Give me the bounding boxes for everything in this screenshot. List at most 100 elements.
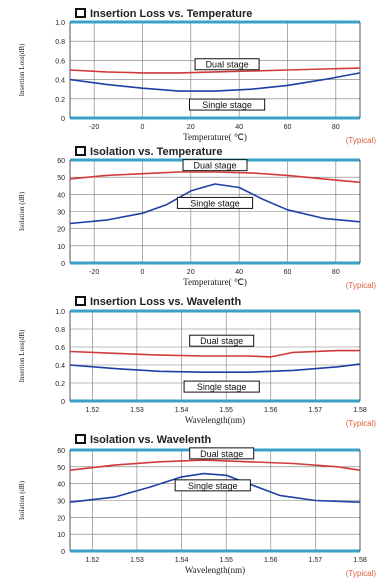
title-square-icon bbox=[75, 146, 86, 156]
x-axis-label: Temperature( ℃) bbox=[183, 277, 247, 287]
y-tick-label: 30 bbox=[57, 499, 65, 506]
series-line-dual bbox=[69, 67, 361, 74]
series-line-single bbox=[69, 363, 361, 374]
y-tick-label: 0 bbox=[61, 549, 65, 556]
chart-title: Isolation vs. Temperature bbox=[90, 146, 222, 158]
y-tick-label: 0.4 bbox=[55, 363, 65, 370]
x-tick-label: 1.57 bbox=[309, 407, 323, 414]
series-label: Single stage bbox=[202, 100, 252, 110]
x-tick-label: 1.56 bbox=[264, 407, 278, 414]
series-line-single bbox=[69, 472, 361, 503]
series-label-box bbox=[183, 380, 260, 393]
y-tick-label: 50 bbox=[57, 175, 65, 182]
y-tick-label: 0 bbox=[61, 261, 65, 268]
y-tick-label: 0.6 bbox=[55, 345, 65, 352]
series-label: Single stage bbox=[188, 481, 238, 491]
typical-note: (Typical) bbox=[346, 136, 377, 145]
series-label-box bbox=[189, 334, 255, 347]
chart-title: Insertion Loss vs. Temperature bbox=[90, 8, 252, 20]
series-line-dual bbox=[69, 171, 361, 184]
series-line-single bbox=[69, 72, 361, 92]
x-tick-label: 60 bbox=[284, 269, 292, 276]
chart-panel-3: Insertion Loss vs. Wavelenth 0 0.2 0.4 0.6 0.… bbox=[18, 296, 376, 428]
x-tick-label: 1.58 bbox=[353, 557, 367, 564]
title-square-icon bbox=[75, 296, 86, 306]
y-axis-label: Isolation (dB) bbox=[18, 480, 26, 520]
y-tick-label: 20 bbox=[57, 515, 65, 522]
y-tick-label: 40 bbox=[57, 482, 65, 489]
x-tick-label: 1.58 bbox=[353, 407, 367, 414]
y-tick-label: 20 bbox=[57, 227, 65, 234]
x-tick-label: 1.56 bbox=[264, 557, 278, 564]
x-tick-label: 1.52 bbox=[85, 407, 99, 414]
series-label-box bbox=[182, 159, 248, 172]
typical-note: (Typical) bbox=[346, 281, 377, 290]
typical-note: (Typical) bbox=[346, 419, 377, 428]
chart-panel-4: Isolation vs. Wavelenth 0 10 20 30 40 50 60 1.52… bbox=[18, 434, 376, 578]
y-tick-label: 0.8 bbox=[55, 39, 65, 46]
y-tick-label: 50 bbox=[57, 465, 65, 472]
x-tick-label: 0 bbox=[141, 269, 145, 276]
x-tick-label: 1.53 bbox=[130, 557, 144, 564]
y-axis-label: Isolation (dB) bbox=[18, 191, 26, 231]
x-tick-label: 80 bbox=[332, 269, 340, 276]
y-tick-label: 60 bbox=[57, 448, 65, 455]
x-tick-label: 0 bbox=[141, 124, 145, 131]
y-tick-label: 0.4 bbox=[55, 78, 65, 85]
x-tick-label: 1.55 bbox=[219, 407, 233, 414]
y-tick-label: 10 bbox=[57, 532, 65, 539]
title-square-icon bbox=[75, 8, 86, 18]
y-tick-label: 0 bbox=[61, 399, 65, 406]
series-line-single bbox=[69, 183, 361, 225]
chart-title: Isolation vs. Wavelenth bbox=[90, 434, 212, 446]
y-tick-label: 40 bbox=[57, 192, 65, 199]
y-tick-label: 0.2 bbox=[55, 381, 65, 388]
x-tick-label: 40 bbox=[235, 269, 243, 276]
x-tick-label: -20 bbox=[89, 124, 99, 131]
y-tick-label: 60 bbox=[57, 158, 65, 165]
typical-note: (Typical) bbox=[346, 569, 377, 578]
y-tick-label: 0.2 bbox=[55, 97, 65, 104]
series-label: Dual stage bbox=[193, 161, 236, 171]
series-label-box bbox=[188, 98, 266, 111]
chart-panel-1: Insertion Loss vs. Temperature 0 0.2 0.4 0.6… bbox=[18, 8, 376, 145]
x-tick-label: 1.54 bbox=[175, 407, 189, 414]
series-label: Dual stage bbox=[200, 449, 243, 459]
y-axis-label: Insertion Loss(dB) bbox=[18, 43, 26, 96]
series-label: Single stage bbox=[197, 382, 247, 392]
series-label-box bbox=[176, 196, 254, 209]
x-tick-label: 1.57 bbox=[309, 557, 323, 564]
y-tick-label: 0 bbox=[61, 116, 65, 123]
x-tick-label: 20 bbox=[187, 269, 195, 276]
series-label: Dual stage bbox=[200, 336, 243, 346]
y-tick-label: 10 bbox=[57, 244, 65, 251]
x-tick-label: 1.54 bbox=[175, 557, 189, 564]
x-tick-label: 1.55 bbox=[219, 557, 233, 564]
x-tick-label: 20 bbox=[187, 124, 195, 131]
x-tick-label: -20 bbox=[89, 269, 99, 276]
series-label-box bbox=[174, 479, 251, 492]
chart-panel-2: Isolation vs. Temperature 0 10 20 30 40 50 60 -2… bbox=[18, 146, 376, 290]
series-line-dual bbox=[69, 459, 361, 471]
x-tick-label: 1.52 bbox=[85, 557, 99, 564]
title-square-icon bbox=[75, 434, 86, 444]
series-label: Single stage bbox=[190, 198, 240, 208]
x-tick-label: 60 bbox=[284, 124, 292, 131]
series-label-box bbox=[194, 58, 260, 71]
y-tick-label: 0.6 bbox=[55, 58, 65, 65]
chart-title: Insertion Loss vs. Wavelenth bbox=[90, 296, 241, 308]
x-axis-label: Wavelength(nm) bbox=[185, 565, 245, 575]
series-label-box bbox=[189, 447, 255, 460]
y-tick-label: 30 bbox=[57, 210, 65, 217]
y-tick-label: 1.0 bbox=[55, 309, 65, 316]
series-line-dual bbox=[69, 349, 360, 358]
x-axis-label: Temperature( ℃) bbox=[183, 132, 247, 142]
series-label: Dual stage bbox=[206, 60, 249, 70]
x-tick-label: 40 bbox=[235, 124, 243, 131]
y-axis-label: Insertion Loss(dB) bbox=[18, 329, 26, 382]
x-tick-label: 80 bbox=[332, 124, 340, 131]
y-tick-label: 1.0 bbox=[55, 20, 65, 27]
x-tick-label: 1.53 bbox=[130, 407, 144, 414]
x-axis-label: Wavelength(nm) bbox=[185, 415, 245, 425]
